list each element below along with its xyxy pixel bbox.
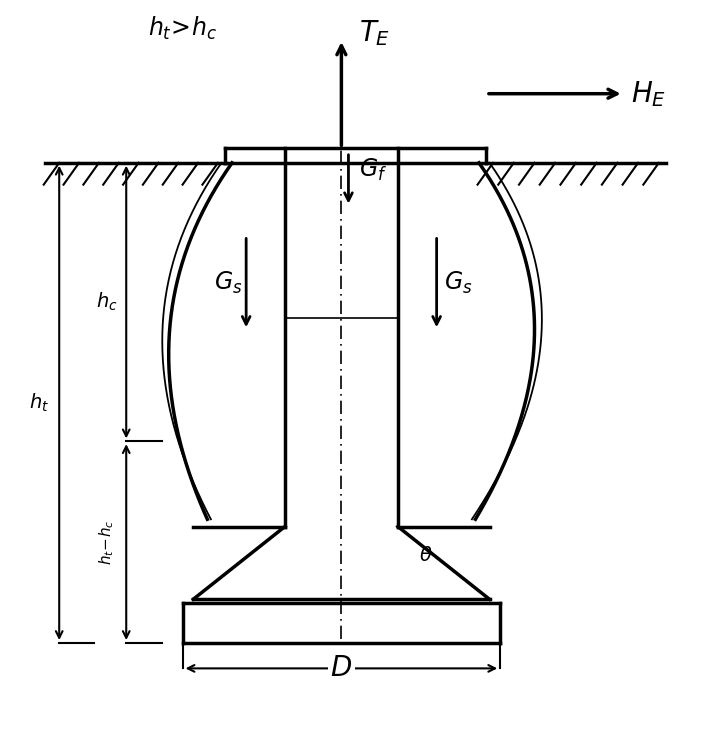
Text: $h_t$: $h_t$ [29,391,50,414]
Text: $h_t\!>\!h_c$: $h_t\!>\!h_c$ [148,15,218,42]
Text: $G_s$: $G_s$ [215,270,243,296]
Text: $H_E$: $H_E$ [631,79,665,108]
Text: $G_f$: $G_f$ [359,157,387,183]
Text: $G_s$: $G_s$ [444,270,472,296]
Text: $T_E$: $T_E$ [359,18,390,48]
Text: $h_t\!-\!h_c$: $h_t\!-\!h_c$ [97,520,116,565]
Text: $h_c$: $h_c$ [96,291,117,313]
Text: $\theta$: $\theta$ [419,546,433,565]
Text: $D$: $D$ [331,655,353,682]
